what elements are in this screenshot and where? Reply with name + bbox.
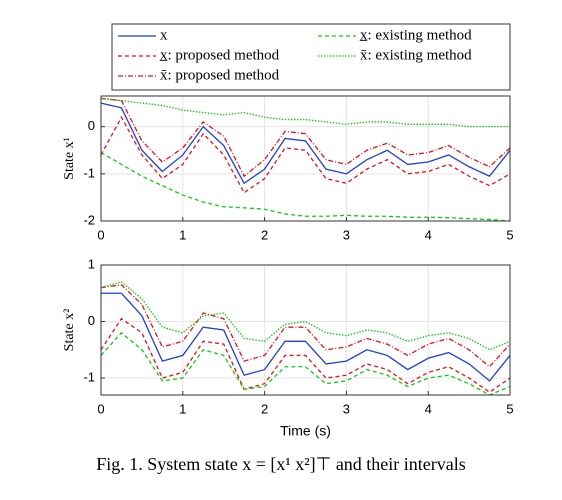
x-tick-label: 2 [261,401,268,416]
x-axis-label: Time (s) [280,423,331,439]
caption: Fig. 1. System state x = [x¹ x²]⊤ and th… [96,454,466,474]
legend-label: x [160,27,168,43]
y-tick-label: 1 [88,256,95,271]
series-line [100,97,511,178]
y-axis-label: State x² [62,309,77,352]
axes-box [100,264,511,396]
x-tick-label: 0 [97,227,104,242]
x-tick-label: 3 [343,401,350,416]
x-tick-label: 4 [425,227,432,242]
x-tick-label: 1 [179,227,186,242]
x-tick-label: 1 [179,401,186,416]
y-tick-label: -2 [83,212,95,227]
y-tick-label: -1 [83,369,95,384]
legend-label: x̄: existing method [360,47,472,63]
x-tick-label: 5 [506,227,513,242]
y-tick-label: -1 [83,165,95,180]
legend-label: x̲: proposed method [160,47,280,63]
legend-label: x̲: existing method [360,27,473,43]
x-tick-label: 5 [506,401,513,416]
y-tick-label: 0 [88,118,95,133]
x-tick-label: 4 [425,401,432,416]
series-line [100,317,511,393]
plot-area [101,96,510,221]
x-tick-label: 0 [97,401,104,416]
series-line [100,152,511,222]
legend-label: x̄: proposed method [160,67,280,83]
series-line [101,292,511,382]
plot-area [101,265,510,395]
y-tick-label: 0 [88,313,95,328]
series-line [100,331,511,396]
axes-box [100,95,511,222]
series-line [100,97,510,128]
y-axis-label: State x¹ [62,137,77,180]
legend-box [111,23,511,91]
x-tick-label: 2 [261,227,268,242]
x-tick-label: 3 [343,227,350,242]
series-line [100,284,511,368]
series-line [100,102,511,185]
